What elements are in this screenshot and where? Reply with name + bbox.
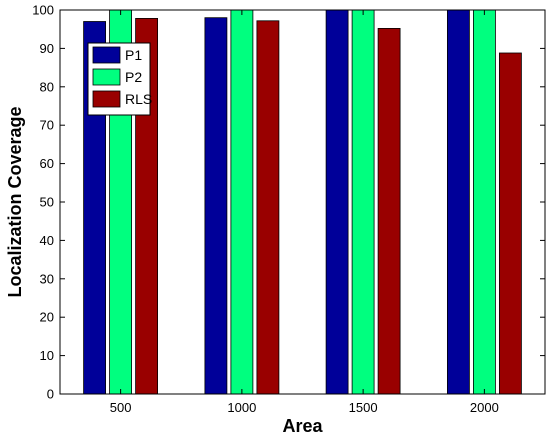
legend-swatch-p1 — [92, 46, 121, 64]
legend-label-p1: P1 — [125, 47, 142, 63]
bar-rls-1000 — [256, 20, 280, 395]
legend-label-p2: P2 — [125, 69, 142, 85]
x-tick-label: 1000 — [227, 400, 256, 415]
y-tick-label: 30 — [40, 271, 54, 286]
bar-p2-1000 — [230, 9, 254, 395]
bar-p1-2000 — [446, 9, 470, 395]
bar-p2-2000 — [472, 9, 496, 395]
bar-p1-1000 — [204, 17, 228, 395]
x-tick-label: 500 — [110, 400, 132, 415]
y-tick-label: 60 — [40, 156, 54, 171]
legend-swatch-p2 — [92, 68, 121, 86]
legend: P1 P2 RLS — [87, 42, 152, 116]
x-tick-label: 1500 — [349, 400, 378, 415]
bar-p2-1500 — [351, 9, 375, 395]
y-tick-label: 40 — [40, 233, 54, 248]
bar-p1-1500 — [325, 9, 349, 395]
y-tick-label: 80 — [40, 79, 54, 94]
y-tick-label: 50 — [40, 195, 54, 210]
x-tick-label: 2000 — [470, 400, 499, 415]
bar-rls-1500 — [377, 27, 401, 395]
y-tick-label: 100 — [32, 3, 54, 18]
y-tick-label: 10 — [40, 348, 54, 363]
bars-layer — [83, 9, 522, 395]
legend-label-rls: RLS — [125, 91, 152, 107]
bar-rls-2000 — [498, 52, 522, 395]
y-axis-title: Localization Coverage — [5, 106, 25, 297]
y-tick-label: 0 — [47, 387, 54, 402]
y-tick-label: 20 — [40, 310, 54, 325]
y-tick-label: 70 — [40, 118, 54, 133]
x-axis-title: Area — [282, 416, 323, 436]
x-axis: 500 1000 1500 2000 — [110, 10, 499, 415]
legend-swatch-rls — [92, 90, 121, 108]
y-tick-label: 90 — [40, 41, 54, 56]
y-axis: 0 10 20 30 40 50 60 70 80 90 100 — [32, 3, 545, 402]
